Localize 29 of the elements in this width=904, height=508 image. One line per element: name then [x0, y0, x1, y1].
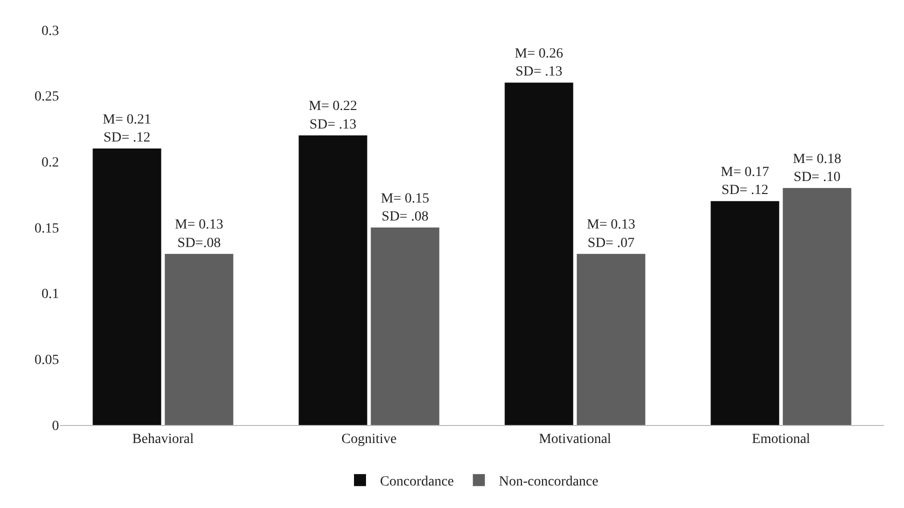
bar — [576, 254, 646, 425]
data-label: M= 0.26 SD= .13 — [514, 46, 564, 80]
y-tick-label: 0.2 — [42, 156, 59, 171]
bar — [370, 228, 440, 425]
data-label: M= 0.17 SD= .12 — [720, 164, 770, 198]
x-tick-label: Behavioral — [132, 432, 194, 447]
data-label: M= 0.22 SD= .13 — [308, 99, 358, 132]
bar — [710, 201, 780, 425]
bar — [92, 148, 162, 425]
y-tick-label: 0.1 — [42, 287, 59, 302]
data-label: M= 0.15 SD= .08 — [380, 191, 430, 224]
bar — [504, 82, 574, 425]
y-tick-label: 0.3 — [42, 24, 59, 39]
legend-label: Concordance — [380, 474, 454, 490]
bar — [298, 135, 368, 425]
legend-label: Non-concordance — [498, 474, 598, 490]
x-tick-label: Cognitive — [341, 432, 397, 447]
x-tick-label: Emotional — [752, 432, 810, 447]
data-label: M= 0.21 SD= .12 — [102, 112, 152, 146]
x-tick-label: Motivational — [538, 432, 612, 447]
y-tick-label: 0.25 — [34, 90, 59, 105]
y-tick-label: 0 — [52, 418, 59, 434]
bar — [164, 254, 234, 425]
bar — [782, 188, 852, 425]
y-tick-label: 0.15 — [34, 221, 59, 236]
data-label: M= 0.13 SD= .07 — [586, 218, 636, 251]
y-tick-label: 0.05 — [34, 353, 59, 368]
data-label: M= 0.13 SD=.08 — [174, 218, 224, 251]
data-label: M= 0.18 SD= .10 — [792, 152, 842, 185]
